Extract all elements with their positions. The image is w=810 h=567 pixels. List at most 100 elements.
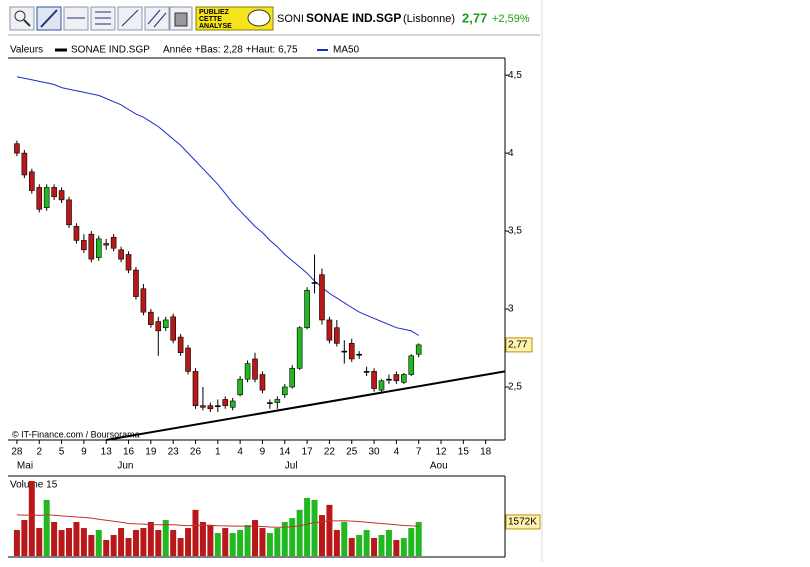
- y-tick-label: 3: [508, 304, 514, 315]
- trend-line: [106, 370, 506, 441]
- x-tick-label: 26: [190, 447, 202, 458]
- candle-body: [244, 363, 251, 380]
- month-label: Jun: [117, 461, 133, 472]
- candle-body: [386, 378, 392, 381]
- x-tick-label: 12: [435, 447, 447, 458]
- candle-body: [341, 350, 348, 353]
- x-tick-label: 19: [145, 447, 157, 458]
- volume-bar: [51, 521, 58, 556]
- candle-body: [311, 282, 318, 284]
- volume-bar: [356, 534, 363, 556]
- x-tick-label: 1: [215, 447, 221, 458]
- candle-body: [36, 187, 43, 210]
- volume-bar: [132, 530, 139, 556]
- volume-bar: [229, 533, 236, 556]
- volume-bar: [110, 534, 117, 556]
- x-tick-label: 4: [237, 447, 243, 458]
- volume-bar: [244, 525, 251, 556]
- x-tick-label: 30: [368, 447, 380, 458]
- subtitle: Année +Bas: 2,28 +Haut: 6,75: [163, 45, 298, 56]
- x-tick-label: 13: [101, 447, 113, 458]
- candle-body: [229, 400, 236, 408]
- x-tick-label: 2: [36, 447, 42, 458]
- candle-body: [177, 336, 184, 353]
- x-tick-label: 9: [260, 447, 266, 458]
- ma-line: [16, 76, 419, 336]
- volume-bar: [162, 520, 169, 556]
- volume-bar: [177, 538, 184, 556]
- candle-body: [326, 319, 333, 341]
- candle-body: [66, 199, 72, 226]
- volume-bar: [73, 521, 80, 556]
- candle-body: [274, 399, 281, 403]
- volume-bar: [43, 499, 50, 556]
- candle-body: [215, 405, 221, 407]
- volume-bar: [259, 528, 266, 556]
- market: (Lisbonne): [403, 13, 455, 25]
- volume-bar: [326, 504, 333, 556]
- candle-body: [51, 187, 57, 198]
- y-tick-label: 4: [508, 148, 514, 159]
- month-label: Aou: [430, 461, 448, 472]
- volume-bar: [155, 530, 162, 556]
- candle-body: [200, 405, 206, 408]
- candle-body: [43, 187, 50, 208]
- candle-body: [267, 402, 273, 404]
- parallel-tool-button[interactable]: [144, 6, 170, 31]
- candle-body: [73, 226, 80, 241]
- x-tick-label: 17: [302, 447, 314, 458]
- candle-body: [289, 367, 296, 388]
- last-volume-box: [505, 514, 541, 530]
- button-text: ANALYSE: [199, 23, 232, 30]
- volume-bar: [266, 533, 273, 556]
- x-tick-label: 23: [168, 447, 180, 458]
- candle-body: [88, 233, 95, 260]
- toolbar: PUBLIEZ CETTE ANALYSE SONI SONAE IND.SGP…: [9, 6, 530, 31]
- candle-body: [408, 355, 415, 375]
- volume-bar: [393, 539, 400, 556]
- last-price: 2,77: [462, 10, 487, 25]
- x-tick-label: 5: [59, 447, 65, 458]
- volume-bar: [222, 528, 229, 556]
- x-tick-label: 9: [81, 447, 87, 458]
- volume-ma-line: [16, 514, 419, 528]
- candle-body: [118, 249, 124, 260]
- candle-body: [148, 311, 154, 325]
- candle-body: [348, 343, 355, 360]
- legend-label: SONAE IND.SGP: [71, 45, 150, 56]
- legend-title: Valeurs: [10, 45, 43, 56]
- candle-body: [281, 386, 288, 396]
- candle-body: [14, 143, 20, 154]
- candle-body: [81, 240, 87, 251]
- x-tick-label: 22: [324, 447, 336, 458]
- volume-bar: [296, 509, 303, 556]
- candle-body: [304, 290, 310, 329]
- last-volume-label: 1572K: [508, 517, 537, 528]
- candle-body: [140, 288, 147, 313]
- candle-body: [162, 319, 169, 329]
- ticker: SONI: [277, 13, 304, 25]
- x-tick-label: 28: [11, 447, 23, 458]
- candle-body: [192, 371, 199, 406]
- candle-body: [401, 374, 407, 383]
- candle-body: [252, 358, 258, 380]
- volume-bar: [36, 528, 43, 556]
- candle-body: [319, 274, 325, 321]
- candle-body: [207, 405, 214, 410]
- volume-bar: [118, 528, 125, 556]
- x-tick-label: 7: [416, 447, 422, 458]
- icon: [153, 12, 167, 28]
- candle-body: [170, 316, 176, 341]
- volume-bar: [281, 521, 288, 556]
- button-text: PUBLIEZ: [199, 9, 230, 16]
- volume-bar: [363, 530, 370, 556]
- icon: [23, 19, 31, 27]
- volume-bar: [214, 533, 221, 556]
- candle-body: [259, 374, 266, 391]
- volume-bar: [378, 534, 385, 556]
- volume-bar: [199, 521, 206, 556]
- zoom-button[interactable]: [9, 6, 35, 31]
- candle-body: [58, 190, 65, 201]
